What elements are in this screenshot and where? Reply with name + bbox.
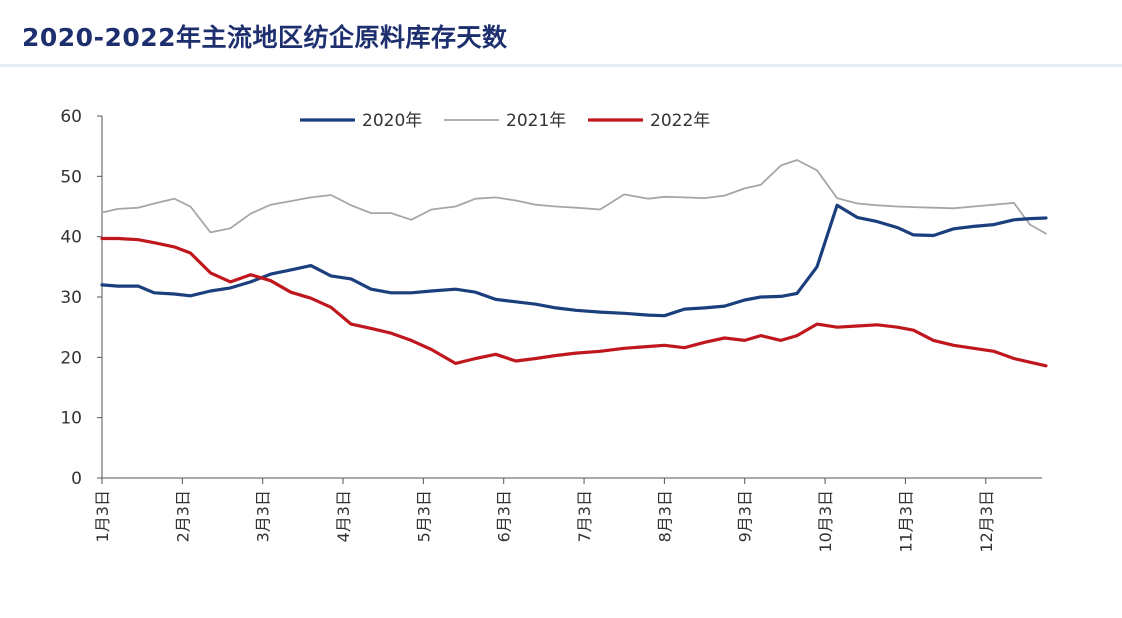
y-tick-label: 0 [71, 469, 82, 489]
y-tick-label: 40 [60, 228, 82, 248]
series-line-2020年 [100, 203, 1048, 318]
chart-legend: 2020年 2021年 2022年 [300, 111, 710, 131]
series-layer [100, 159, 1048, 368]
y-tick-label: 50 [60, 167, 82, 187]
x-tick-label: 9月3日 [736, 490, 755, 542]
x-tick-label: 1月3日 [93, 490, 112, 542]
y-tick-label: 30 [60, 288, 82, 308]
x-tick-label: 12月3日 [977, 490, 996, 553]
x-tick-label: 6月3日 [495, 490, 514, 542]
x-tick-label: 5月3日 [414, 490, 433, 542]
x-tick-label: 10月3日 [816, 490, 835, 553]
series-line-2022年 [100, 236, 1048, 368]
x-tick-label: 3月3日 [254, 490, 273, 542]
x-tick-label: 11月3日 [896, 490, 915, 553]
x-tick-label: 4月3日 [334, 490, 353, 542]
y-tick-label: 60 [60, 107, 82, 127]
x-tick-label: 7月3日 [575, 490, 594, 542]
legend-label: 2022年 [650, 111, 710, 131]
x-tick-label: 8月3日 [655, 490, 674, 542]
chart-title: 2020-2022年主流地区纺企原料库存天数 [22, 23, 508, 52]
legend-label: 2021年 [506, 111, 566, 131]
y-tick-label: 20 [60, 348, 82, 368]
y-tick-label: 10 [60, 409, 82, 429]
title-divider [0, 64, 1122, 67]
x-tick-label: 2月3日 [173, 490, 192, 542]
legend-label: 2020年 [362, 111, 422, 131]
chart-axes: 0 10 20 30 40 50 60 1月3日 2月3日 3月3日 4月3日 5月3日 6月3日 7月3… [60, 107, 1042, 553]
series-line-2021年 [101, 159, 1047, 235]
